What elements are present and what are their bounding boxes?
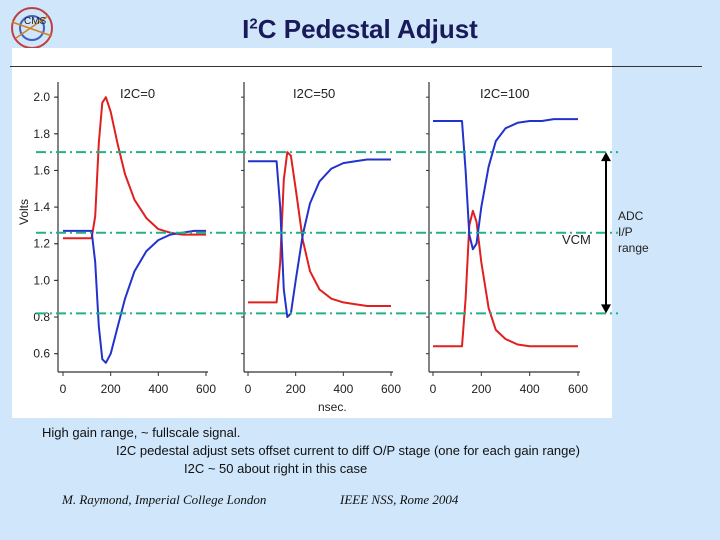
x-axis-label: nsec.	[318, 400, 347, 414]
x-tick-label: 0	[430, 382, 437, 396]
caption-line-3: I2C ~ 50 about right in this case	[184, 461, 368, 476]
adc-range-label: ADC I/P range	[618, 208, 668, 256]
y-tick-label: 1.2	[33, 237, 50, 251]
y-tick-label: 1.4	[33, 200, 50, 214]
y-tick-label: 0.8	[33, 310, 50, 324]
panel-label-i2c-50: I2C=50	[293, 86, 336, 101]
y-tick-label: 1.8	[33, 127, 50, 141]
y-tick-label: 1.0	[33, 273, 50, 287]
cms-logo: CMS	[2, 2, 72, 50]
panel-0-red-trace	[63, 96, 206, 240]
y-tick-label: 0.6	[33, 347, 50, 361]
x-tick-label: 400	[520, 382, 540, 396]
caption-line-1: High gain range, ~ fullscale signal.	[42, 425, 241, 440]
panel-2-blue-trace	[433, 118, 578, 251]
x-tick-label: 400	[333, 382, 353, 396]
page-title: I2C Pedestal Adjust	[242, 14, 478, 44]
y-axis-label: Volts	[17, 199, 31, 226]
adc-range-line-1: ADC	[618, 209, 644, 223]
x-tick-label: 0	[60, 382, 67, 396]
y-tick-label: 2.0	[33, 90, 50, 104]
panel-label-i2c-100: I2C=100	[480, 86, 530, 101]
x-tick-label: 400	[148, 382, 168, 396]
adc-range-line-2: I/P	[618, 225, 633, 239]
vcm-label: VCM	[562, 232, 591, 247]
svg-text:CMS: CMS	[24, 16, 47, 27]
x-tick-label: 600	[381, 382, 401, 396]
footer-author: M. Raymond, Imperial College London	[62, 492, 267, 507]
panel-2-red-trace	[433, 209, 578, 348]
adc-range-arrowhead-bottom	[601, 304, 611, 314]
title-divider	[10, 66, 702, 67]
panel-label-i2c-0: I2C=0	[120, 86, 156, 101]
panel-1-blue-trace	[248, 158, 391, 318]
panel-0-blue-trace	[63, 229, 206, 364]
x-tick-label: 600	[568, 382, 588, 396]
footer-conference: IEEE NSS, Rome 2004	[340, 492, 459, 507]
adc-range-arrowhead-top	[601, 152, 611, 162]
panel-1-red-trace	[248, 151, 391, 307]
caption-line-2: I2C pedestal adjust sets offset current …	[116, 443, 580, 458]
x-tick-label: 200	[101, 382, 121, 396]
x-tick-label: 200	[471, 382, 491, 396]
x-tick-label: 600	[196, 382, 216, 396]
x-tick-label: 200	[286, 382, 306, 396]
x-tick-label: 0	[245, 382, 252, 396]
adc-range-line-3: range	[618, 241, 649, 255]
y-tick-label: 1.6	[33, 163, 50, 177]
